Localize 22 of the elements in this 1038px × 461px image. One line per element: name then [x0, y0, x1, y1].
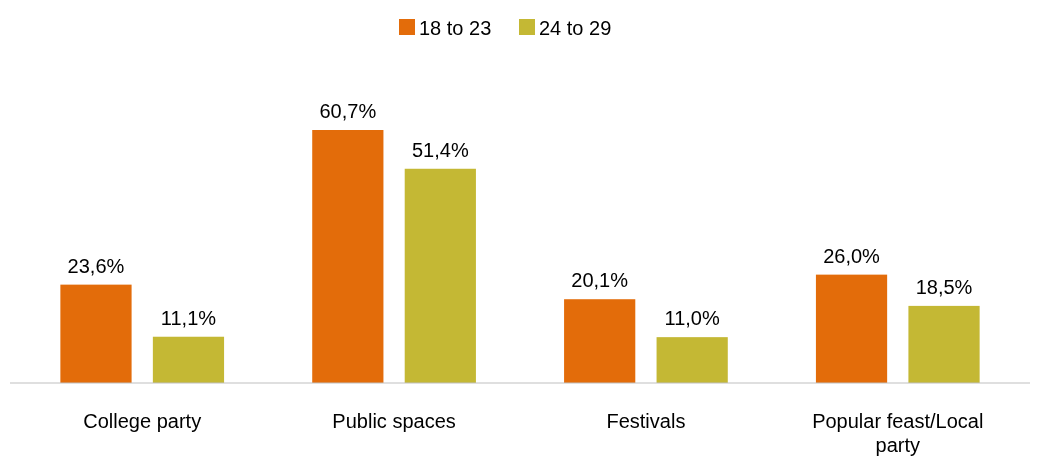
data-label: 23,6% [67, 254, 125, 277]
x-tick-label: Popular feast/Local party [812, 410, 984, 456]
data-label: 20,1% [571, 269, 629, 292]
legend-label: 18 to 23 [419, 17, 492, 39]
bar [908, 305, 980, 383]
data-label: 60,7% [319, 100, 377, 122]
bar [60, 284, 132, 383]
bar [564, 299, 636, 383]
data-label: 11,1% [160, 306, 217, 329]
bar [404, 168, 476, 383]
x-tick-label: Public spaces [332, 410, 456, 432]
data-label: 18,5% [915, 275, 973, 298]
data-label: 51,4% [411, 138, 469, 161]
bar [815, 274, 888, 383]
data-label: 11,0% [664, 307, 720, 330]
x-tick-label: Festivals [606, 410, 686, 432]
legend-label: 24 to 29 [539, 17, 612, 39]
data-label: 26,0% [823, 244, 881, 267]
x-tick-label: College party [83, 410, 202, 432]
bar [656, 337, 728, 383]
bar [312, 130, 384, 383]
bar [152, 336, 225, 383]
